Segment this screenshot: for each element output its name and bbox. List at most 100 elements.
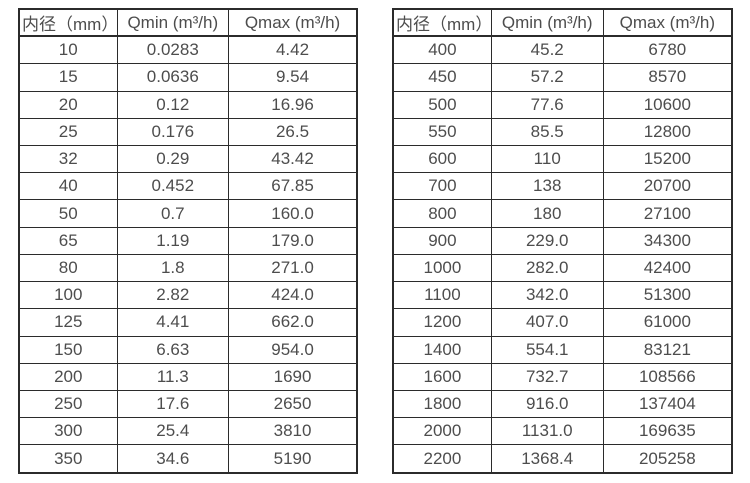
table-cell: 0.0636 bbox=[116, 63, 230, 92]
table-cell: 42400 bbox=[602, 253, 733, 283]
table-cell: 179.0 bbox=[228, 226, 358, 255]
table-cell: 51300 bbox=[602, 281, 733, 310]
table-cell: 50 bbox=[18, 199, 118, 228]
table-cell: 4.41 bbox=[116, 308, 230, 337]
table-cell: 1131.0 bbox=[490, 417, 604, 446]
header-diameter: 内径（mm） bbox=[392, 8, 492, 37]
table-cell: 229.0 bbox=[490, 226, 604, 255]
table-cell: 10 bbox=[18, 35, 118, 65]
table-cell: 954.0 bbox=[228, 335, 358, 364]
table-row: 700 138 20700 bbox=[392, 172, 733, 201]
table-cell: 282.0 bbox=[490, 253, 604, 283]
table-row: 500 77.6 10600 bbox=[392, 90, 733, 119]
table-cell: 83121 bbox=[602, 335, 733, 364]
table-row: 65 1.19 179.0 bbox=[18, 226, 358, 255]
table-row: 1800 916.0 137404 bbox=[392, 389, 733, 419]
table-cell: 77.6 bbox=[490, 90, 604, 119]
table-cell: 554.1 bbox=[490, 335, 604, 364]
table-row: 800 180 27100 bbox=[392, 199, 733, 228]
table-row: 200 11.3 1690 bbox=[18, 362, 358, 392]
table-row: 450 57.2 8570 bbox=[392, 63, 733, 92]
table-cell: 1690 bbox=[228, 362, 358, 392]
table-cell: 20700 bbox=[602, 172, 733, 201]
table-header-row: 内径（mm） Qmin (m³/h) Qmax (m³/h) bbox=[392, 8, 733, 37]
table-cell: 65 bbox=[18, 226, 118, 255]
table-cell: 700 bbox=[392, 172, 492, 201]
table-cell: 0.7 bbox=[116, 199, 230, 228]
table-row: 1600 732.7 108566 bbox=[392, 362, 733, 392]
table-cell: 9.54 bbox=[228, 63, 358, 92]
table-cell: 1100 bbox=[392, 281, 492, 310]
table-row: 15 0.0636 9.54 bbox=[18, 63, 358, 92]
table-cell: 11.3 bbox=[116, 362, 230, 392]
header-qmax: Qmax (m³/h) bbox=[228, 8, 358, 37]
table-row: 900 229.0 34300 bbox=[392, 226, 733, 255]
table-cell: 350 bbox=[18, 444, 118, 474]
header-qmin: Qmin (m³/h) bbox=[116, 8, 230, 37]
table-cell: 2000 bbox=[392, 417, 492, 446]
table-row: 300 25.4 3810 bbox=[18, 417, 358, 446]
table-cell: 57.2 bbox=[490, 63, 604, 92]
table-cell: 110 bbox=[490, 145, 604, 174]
table-cell: 100 bbox=[18, 281, 118, 310]
flow-rate-table-large-diameters: 内径（mm） Qmin (m³/h) Qmax (m³/h) 400 45.2 67… bbox=[392, 8, 733, 474]
table-cell: 424.0 bbox=[228, 281, 358, 310]
table-cell: 180 bbox=[490, 199, 604, 228]
table-row: 1100 342.0 51300 bbox=[392, 281, 733, 310]
table-cell: 10600 bbox=[602, 90, 733, 119]
table-cell: 2650 bbox=[228, 389, 358, 419]
table-cell: 500 bbox=[392, 90, 492, 119]
table-row: 250 17.6 2650 bbox=[18, 389, 358, 419]
table-row: 1000 282.0 42400 bbox=[392, 253, 733, 283]
table-cell: 15200 bbox=[602, 145, 733, 174]
table-row: 40 0.452 67.85 bbox=[18, 172, 358, 201]
table-cell: 600 bbox=[392, 145, 492, 174]
table-cell: 108566 bbox=[602, 362, 733, 392]
table-row: 125 4.41 662.0 bbox=[18, 308, 358, 337]
table-cell: 900 bbox=[392, 226, 492, 255]
table-cell: 1.19 bbox=[116, 226, 230, 255]
table-row: 80 1.8 271.0 bbox=[18, 253, 358, 283]
table-cell: 4.42 bbox=[228, 35, 358, 65]
table-row: 50 0.7 160.0 bbox=[18, 199, 358, 228]
table-cell: 25 bbox=[18, 117, 118, 147]
table-cell: 0.0283 bbox=[116, 35, 230, 65]
table-cell: 169635 bbox=[602, 417, 733, 446]
table-row: 550 85.5 12800 bbox=[392, 117, 733, 147]
header-diameter: 内径（mm） bbox=[18, 8, 118, 37]
table-cell: 1368.4 bbox=[490, 444, 604, 474]
table-cell: 0.29 bbox=[116, 145, 230, 174]
table-cell: 450 bbox=[392, 63, 492, 92]
table-cell: 550 bbox=[392, 117, 492, 147]
table-cell: 85.5 bbox=[490, 117, 604, 147]
table-cell: 2.82 bbox=[116, 281, 230, 310]
table-row: 32 0.29 43.42 bbox=[18, 145, 358, 174]
table-row: 1400 554.1 83121 bbox=[392, 335, 733, 364]
flow-rate-table-small-diameters: 内径（mm） Qmin (m³/h) Qmax (m³/h) 10 0.0283 4… bbox=[18, 8, 358, 474]
table-cell: 5190 bbox=[228, 444, 358, 474]
table-cell: 200 bbox=[18, 362, 118, 392]
table-cell: 1000 bbox=[392, 253, 492, 283]
table-cell: 16.96 bbox=[228, 90, 358, 119]
table-cell: 400 bbox=[392, 35, 492, 65]
table-cell: 916.0 bbox=[490, 389, 604, 419]
table-cell: 17.6 bbox=[116, 389, 230, 419]
table-cell: 732.7 bbox=[490, 362, 604, 392]
table-cell: 1.8 bbox=[116, 253, 230, 283]
table-cell: 6780 bbox=[602, 35, 733, 65]
table-cell: 43.42 bbox=[228, 145, 358, 174]
table-cell: 800 bbox=[392, 199, 492, 228]
table-cell: 34.6 bbox=[116, 444, 230, 474]
table-cell: 150 bbox=[18, 335, 118, 364]
table-header-row: 内径（mm） Qmin (m³/h) Qmax (m³/h) bbox=[18, 8, 358, 37]
table-row: 150 6.63 954.0 bbox=[18, 335, 358, 364]
table-row: 1200 407.0 61000 bbox=[392, 308, 733, 337]
table-cell: 0.452 bbox=[116, 172, 230, 201]
table-cell: 138 bbox=[490, 172, 604, 201]
table-cell: 26.5 bbox=[228, 117, 358, 147]
table-cell: 45.2 bbox=[490, 35, 604, 65]
table-row: 10 0.0283 4.42 bbox=[18, 35, 358, 65]
table-cell: 300 bbox=[18, 417, 118, 446]
table-cell: 6.63 bbox=[116, 335, 230, 364]
